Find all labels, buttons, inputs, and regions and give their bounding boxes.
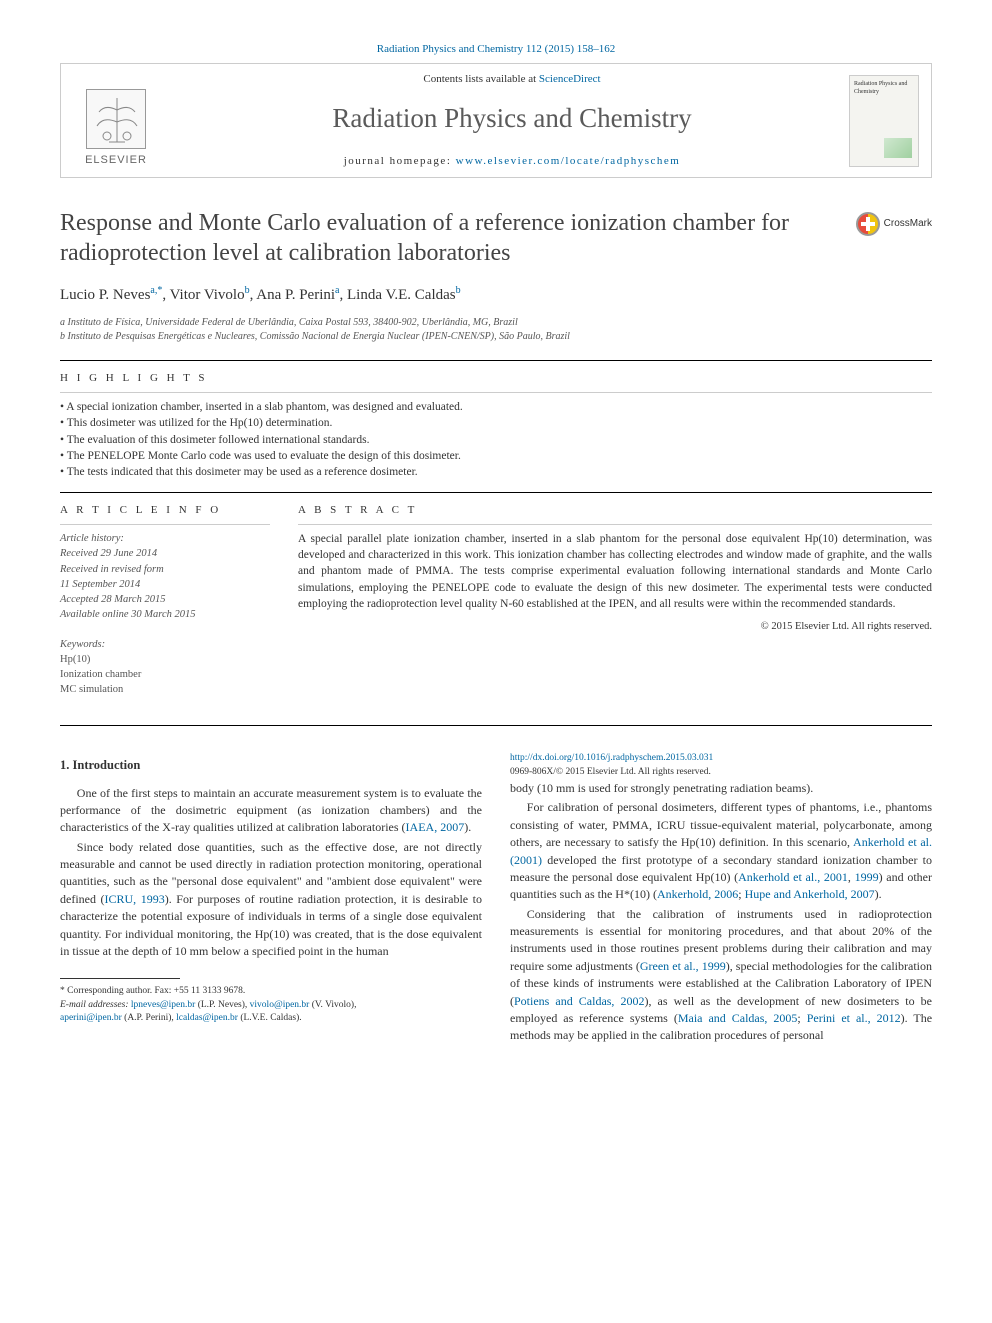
email-who: (L.V.E. Caldas). — [238, 1013, 302, 1023]
citation-link[interactable]: Green et al., 1999 — [640, 959, 726, 973]
crossmark-badge[interactable]: CrossMark — [856, 212, 932, 236]
citation-link[interactable]: Perini et al., 2012 — [807, 1011, 901, 1025]
body-paragraph: Since body related dose quantities, such… — [60, 839, 482, 961]
body-text: ). — [875, 887, 882, 901]
contents-line: Contents lists available at ScienceDirec… — [175, 72, 849, 87]
article-history: Article history: Received 29 June 2014 R… — [60, 531, 270, 622]
journal-title: Radiation Physics and Chemistry — [175, 100, 849, 138]
authors-line: Lucio P. Nevesa,*, Vitor Vivolob, Ana P.… — [60, 284, 932, 306]
contents-prefix: Contents lists available at — [423, 73, 538, 85]
elsevier-wordmark: ELSEVIER — [85, 153, 147, 168]
highlight-item: The tests indicated that this dosimeter … — [60, 464, 932, 480]
email-who: (V. Vivolo), — [309, 1000, 356, 1010]
section-rule-thin — [60, 392, 932, 393]
body-paragraph: For calibration of personal dosimeters, … — [510, 799, 932, 903]
body-text: , — [848, 870, 855, 884]
author-email-link[interactable]: aperini@ipen.br — [60, 1013, 122, 1023]
citation-link[interactable]: Potiens and Caldas, 2002 — [514, 994, 645, 1008]
footnotes-block: * Corresponding author. Fax: +55 11 3133… — [60, 985, 482, 1025]
author-name: Linda V.E. Caldas — [347, 287, 456, 303]
corresponding-author-note: * Corresponding author. Fax: +55 11 3133… — [60, 985, 482, 998]
journal-cover-image — [884, 138, 912, 158]
section-rule-thin — [298, 524, 932, 525]
highlights-label: H I G H L I G H T S — [60, 371, 932, 386]
doi-link[interactable]: http://dx.doi.org/10.1016/j.radphyschem.… — [510, 753, 713, 763]
journal-header-box: ELSEVIER Contents lists available at Sci… — [60, 63, 932, 178]
sciencedirect-link[interactable]: ScienceDirect — [539, 73, 601, 85]
body-two-column: 1. Introduction One of the first steps t… — [60, 752, 932, 1044]
elsevier-logo: ELSEVIER — [73, 73, 159, 169]
doi-block: http://dx.doi.org/10.1016/j.radphyschem.… — [510, 752, 932, 780]
section-rule-thin — [60, 524, 270, 525]
homepage-prefix: journal homepage: — [344, 155, 456, 167]
body-text: ). — [464, 820, 471, 834]
author-affil-sup: b — [456, 285, 461, 296]
highlight-item: The evaluation of this dosimeter followe… — [60, 432, 932, 448]
body-paragraph: body (10 mm is used for strongly penetra… — [510, 780, 932, 797]
author-affil-sup: a — [335, 285, 339, 296]
highlight-item: A special ionization chamber, inserted i… — [60, 399, 932, 415]
author-email-link[interactable]: vivolo@ipen.br — [250, 1000, 310, 1010]
citation-link[interactable]: Ankerhold, 2006 — [657, 887, 738, 901]
highlight-item: This dosimeter was utilized for the Hp(1… — [60, 415, 932, 431]
section-title-intro: 1. Introduction — [60, 756, 482, 774]
keyword-item: Ionization chamber — [60, 667, 270, 682]
email-who: (A.P. Perini), — [122, 1013, 176, 1023]
keywords-head: Keywords: — [60, 637, 270, 652]
section-rule — [60, 492, 932, 493]
article-info-label: A R T I C L E I N F O — [60, 503, 270, 518]
highlights-list: A special ionization chamber, inserted i… — [60, 399, 932, 479]
author-email-link[interactable]: lpneves@ipen.br — [131, 1000, 195, 1010]
history-line: Available online 30 March 2015 — [60, 607, 270, 622]
journal-citation-header: Radiation Physics and Chemistry 112 (201… — [60, 42, 932, 57]
abstract-text: A special parallel plate ionization cham… — [298, 531, 932, 611]
homepage-line: journal homepage: www.elsevier.com/locat… — [175, 154, 849, 169]
elsevier-tree-icon — [86, 89, 146, 149]
crossmark-label: CrossMark — [884, 217, 932, 231]
history-line: Received in revised form — [60, 562, 270, 577]
affiliation-line: b Instituto de Pesquisas Energéticas e N… — [60, 330, 932, 344]
keywords-block: Keywords: Hp(10) Ionization chamber MC s… — [60, 637, 270, 698]
history-line: 11 September 2014 — [60, 577, 270, 592]
author-name: Lucio P. Neves — [60, 287, 150, 303]
author-name: Ana P. Perini — [256, 287, 335, 303]
citation-link[interactable]: IAEA, 2007 — [406, 820, 465, 834]
abstract-copyright: © 2015 Elsevier Ltd. All rights reserved… — [298, 620, 932, 635]
keyword-item: Hp(10) — [60, 652, 270, 667]
author-affil-sup: a,* — [150, 285, 162, 296]
article-title: Response and Monte Carlo evaluation of a… — [60, 208, 932, 268]
citation-link[interactable]: Ankerhold et al., 2001 — [738, 870, 848, 884]
abstract-label: A B S T R A C T — [298, 503, 932, 518]
citation-link[interactable]: Maia and Caldas, 2005 — [678, 1011, 798, 1025]
journal-homepage-link[interactable]: www.elsevier.com/locate/radphyschem — [456, 155, 681, 167]
section-rule — [60, 725, 932, 726]
body-text: ; — [797, 1011, 806, 1025]
crossmark-icon — [856, 212, 880, 236]
email-who: (L.P. Neves), — [195, 1000, 249, 1010]
affiliations: a Instituto de Física, Universidade Fede… — [60, 316, 932, 344]
citation-link[interactable]: 1999 — [855, 870, 879, 884]
journal-cover-title: Radiation Physics and Chemistry — [850, 76, 918, 101]
body-paragraph: Considering that the calibration of inst… — [510, 906, 932, 1045]
author-affil-sup: b — [245, 285, 250, 296]
affiliation-line: a Instituto de Física, Universidade Fede… — [60, 316, 932, 330]
citation-link[interactable]: Hupe and Ankerhold, 2007 — [745, 887, 875, 901]
history-head: Article history: — [60, 531, 270, 546]
emails-label: E-mail addresses: — [60, 1000, 131, 1010]
footnote-separator — [60, 978, 180, 979]
history-line: Accepted 28 March 2015 — [60, 592, 270, 607]
section-rule — [60, 360, 932, 361]
citation-link[interactable]: ICRU, 1993 — [105, 892, 165, 906]
author-name: Vitor Vivolo — [170, 287, 245, 303]
issn-copyright: 0969-806X/© 2015 Elsevier Ltd. All right… — [510, 767, 711, 777]
history-line: Received 29 June 2014 — [60, 546, 270, 561]
author-email-link[interactable]: lcaldas@ipen.br — [176, 1013, 238, 1023]
body-paragraph: One of the first steps to maintain an ac… — [60, 785, 482, 837]
journal-cover-thumbnail: Radiation Physics and Chemistry — [849, 75, 919, 167]
email-addresses: E-mail addresses: lpneves@ipen.br (L.P. … — [60, 999, 482, 1026]
keyword-item: MC simulation — [60, 682, 270, 697]
highlight-item: The PENELOPE Monte Carlo code was used t… — [60, 448, 932, 464]
